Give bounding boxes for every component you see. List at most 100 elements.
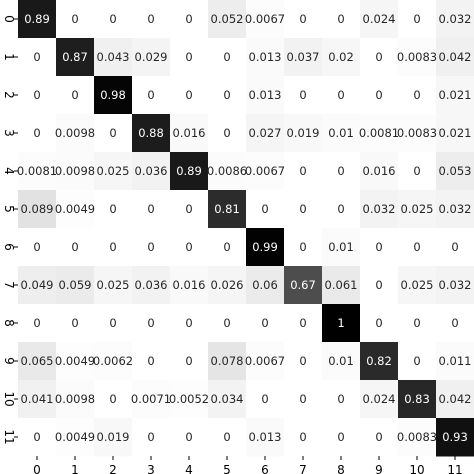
heatmap-cell-r0-c0 [18, 0, 57, 39]
cell-value-r11-c3: 0 [147, 430, 154, 444]
heatmap-cell-r10-c9 [360, 380, 399, 419]
cell-value-r9-c6: 0.0067 [245, 354, 285, 368]
cell-value-r7-c4: 0.016 [173, 278, 206, 292]
heatmap-cell-r9-c1 [56, 342, 95, 381]
heatmap-cell-r9-c5 [208, 342, 247, 381]
cell-value-r0-c4: 0 [185, 12, 192, 26]
cell-value-r10-c4: 0.0052 [169, 392, 209, 406]
cell-value-r11-c7: 0 [299, 430, 306, 444]
heatmap-cell-r9-c7 [284, 342, 323, 381]
heatmap-cell-r6-c6 [246, 228, 285, 267]
heatmap-cell-r7-c11 [436, 266, 474, 305]
heatmap-cell-r4-c7 [284, 152, 323, 191]
heatmap-cell-r2-c7 [284, 76, 323, 115]
y-tick-label-5: 5 [2, 205, 16, 213]
heatmap-cell-r8-c4 [170, 304, 209, 343]
heatmap-cell-r0-c4 [170, 0, 209, 39]
heatmap-cell-r10-c11 [436, 380, 474, 419]
cell-value-r11-c1: 0.0049 [55, 430, 95, 444]
cell-value-r7-c2: 0.025 [97, 278, 130, 292]
cell-value-r8-c4: 0 [185, 316, 192, 330]
heatmap-cell-r0-c9 [360, 0, 399, 39]
cell-value-r9-c8: 0.01 [328, 354, 354, 368]
y-tick-label-8: 8 [2, 319, 16, 327]
cell-value-r3-c7: 0.019 [287, 126, 320, 140]
heatmap-cell-r11-c1 [56, 418, 95, 457]
cell-value-r1-c8: 0.02 [328, 50, 354, 64]
cell-value-r0-c8: 0 [337, 12, 344, 26]
cell-value-r10-c10: 0.83 [404, 392, 430, 406]
cell-value-r6-c0: 0 [33, 240, 40, 254]
heatmap-cell-r8-c2 [94, 304, 133, 343]
heatmap-cell-r5-c3 [132, 190, 171, 229]
heatmap-cell-r4-c10 [398, 152, 437, 191]
heatmap-cell-r3-c2 [94, 114, 133, 153]
cell-value-r7-c3: 0.036 [135, 278, 168, 292]
heatmap-cell-r3-c6 [246, 114, 285, 153]
heatmap-cell-r5-c4 [170, 190, 209, 229]
heatmap-cell-r8-c0 [18, 304, 57, 343]
heatmap-cell-r0-c10 [398, 0, 437, 39]
heatmap-cell-r0-c1 [56, 0, 95, 39]
x-tick-label-2: 2 [109, 463, 117, 474]
heatmap-cell-r1-c6 [246, 38, 285, 77]
cell-value-r8-c2: 0 [109, 316, 116, 330]
cell-value-r4-c1: 0.0098 [55, 164, 95, 178]
cell-value-r4-c0: 0.0081 [17, 164, 57, 178]
cell-value-r5-c3: 0 [147, 202, 154, 216]
cell-value-r1-c4: 0 [185, 50, 192, 64]
cell-value-r7-c0: 0.049 [21, 278, 54, 292]
cell-value-r3-c0: 0 [33, 126, 40, 140]
cell-value-r7-c10: 0.025 [401, 278, 434, 292]
cell-value-r5-c9: 0.032 [363, 202, 396, 216]
y-tick-label-2: 2 [2, 91, 16, 99]
cell-value-r5-c6: 0 [261, 202, 268, 216]
heatmap-cell-r0-c5 [208, 0, 247, 39]
heatmap-cell-r0-c7 [284, 0, 323, 39]
cell-value-r2-c3: 0 [147, 88, 154, 102]
heatmap-cell-r6-c2 [94, 228, 133, 267]
heatmap-cell-r7-c8 [322, 266, 361, 305]
cell-value-r2-c8: 0 [337, 88, 344, 102]
cell-value-r4-c9: 0.016 [363, 164, 396, 178]
cell-value-r2-c5: 0 [223, 88, 230, 102]
heatmap-cell-r8-c10 [398, 304, 437, 343]
heatmap-cell-r8-c6 [246, 304, 285, 343]
cell-value-r1-c6: 0.013 [249, 50, 282, 64]
heatmap-cell-r8-c7 [284, 304, 323, 343]
heatmap-cell-r11-c4 [170, 418, 209, 457]
cell-value-r9-c3: 0 [147, 354, 154, 368]
cell-value-r1-c11: 0.042 [439, 50, 472, 64]
heatmap-cell-r1-c3 [132, 38, 171, 77]
heatmap-cell-r9-c3 [132, 342, 171, 381]
y-tick-label-4: 4 [2, 167, 16, 175]
x-axis: 0 1 2 3 4 5 6 7 8 9 10 11 [33, 456, 463, 474]
cell-value-r9-c1: 0.0049 [55, 354, 95, 368]
cell-value-r4-c3: 0.036 [135, 164, 168, 178]
heatmap-cell-r6-c7 [284, 228, 323, 267]
heatmap-cell-r4-c2 [94, 152, 133, 191]
cell-value-r9-c11: 0.011 [439, 354, 472, 368]
cell-value-r3-c2: 0 [109, 126, 116, 140]
cell-value-r8-c6: 0 [261, 316, 268, 330]
heatmap-cell-r7-c0 [18, 266, 57, 305]
cell-value-r5-c10: 0.025 [401, 202, 434, 216]
cell-value-r4-c5: 0.0086 [207, 164, 247, 178]
heatmap-cell-r11-c5 [208, 418, 247, 457]
heatmap-cell-r3-c5 [208, 114, 247, 153]
cell-value-r3-c3: 0.88 [138, 126, 164, 140]
cell-value-r5-c5: 0.81 [214, 202, 240, 216]
heatmap-cell-r0-c6 [246, 0, 285, 39]
heatmap-cell-r0-c8 [322, 0, 361, 39]
cell-value-r9-c10: 0 [413, 354, 420, 368]
cell-value-r11-c0: 0 [33, 430, 40, 444]
cell-value-r9-c9: 0.82 [366, 354, 392, 368]
y-tick-label-1: 1 [2, 53, 16, 61]
y-tick-label-11: 11 [2, 429, 16, 444]
heatmap-cell-r9-c6 [246, 342, 285, 381]
heatmap-cell-r11-c3 [132, 418, 171, 457]
heatmap-cell-r2-c8 [322, 76, 361, 115]
cell-value-r11-c11: 0.93 [442, 430, 468, 444]
